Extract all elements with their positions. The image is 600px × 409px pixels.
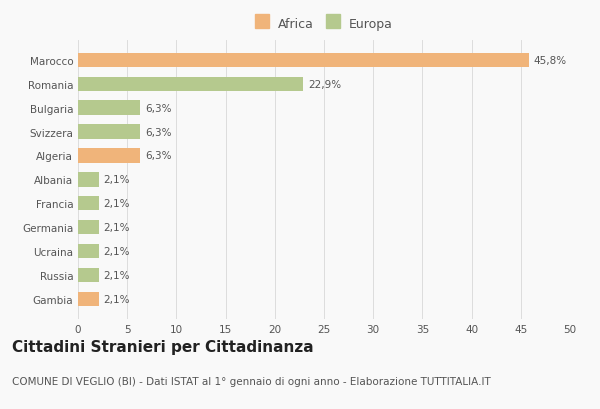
Text: 45,8%: 45,8% <box>533 56 567 66</box>
Bar <box>78 268 98 283</box>
Text: 22,9%: 22,9% <box>308 80 341 90</box>
Text: COMUNE DI VEGLIO (BI) - Dati ISTAT al 1° gennaio di ogni anno - Elaborazione TUT: COMUNE DI VEGLIO (BI) - Dati ISTAT al 1°… <box>12 376 491 386</box>
Text: 2,1%: 2,1% <box>104 199 130 209</box>
Text: 2,1%: 2,1% <box>104 294 130 304</box>
Text: 2,1%: 2,1% <box>104 270 130 280</box>
Text: 6,3%: 6,3% <box>145 127 172 137</box>
Text: 2,1%: 2,1% <box>104 175 130 185</box>
Text: Cittadini Stranieri per Cittadinanza: Cittadini Stranieri per Cittadinanza <box>12 339 314 355</box>
Bar <box>78 101 140 116</box>
Bar <box>78 292 98 306</box>
Bar <box>78 173 98 187</box>
Bar <box>78 244 98 258</box>
Legend: Africa, Europa: Africa, Europa <box>251 14 397 34</box>
Text: 2,1%: 2,1% <box>104 222 130 233</box>
Bar <box>78 149 140 163</box>
Text: 6,3%: 6,3% <box>145 151 172 161</box>
Bar <box>78 197 98 211</box>
Bar <box>78 54 529 68</box>
Bar <box>78 125 140 139</box>
Bar <box>78 220 98 235</box>
Text: 6,3%: 6,3% <box>145 103 172 113</box>
Bar <box>78 77 304 92</box>
Text: 2,1%: 2,1% <box>104 247 130 256</box>
